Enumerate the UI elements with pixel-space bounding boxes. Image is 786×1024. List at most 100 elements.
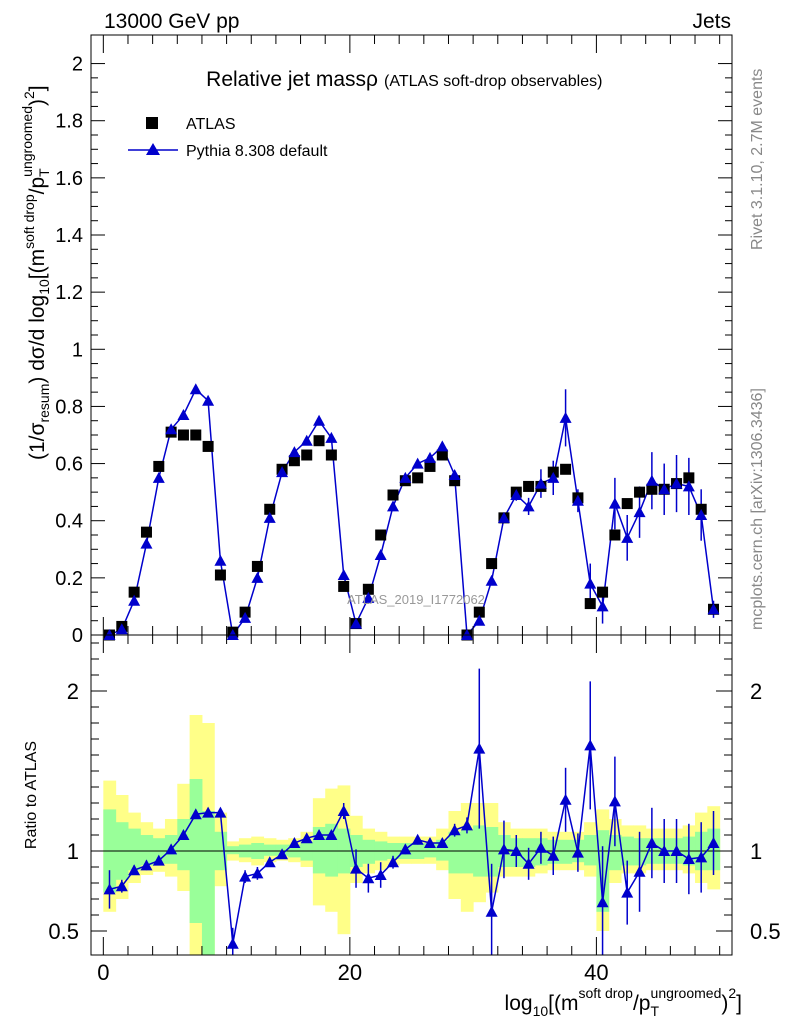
ratio-point bbox=[473, 742, 486, 754]
atlas-point bbox=[609, 529, 621, 541]
atlas-point bbox=[140, 526, 152, 538]
atlas-point bbox=[190, 429, 202, 441]
main-y-tick-label: 1.2 bbox=[55, 282, 83, 304]
ratio-point bbox=[534, 841, 547, 853]
atlas-point bbox=[301, 449, 313, 461]
ratio-point bbox=[226, 937, 239, 949]
pythia-point bbox=[485, 574, 498, 586]
energy-label: 13000 GeV pp bbox=[104, 10, 239, 33]
ratio-green-band bbox=[448, 831, 462, 874]
ratio-point bbox=[387, 856, 400, 868]
atlas-point bbox=[264, 503, 276, 515]
ratio-point bbox=[399, 843, 412, 855]
ratio-point bbox=[288, 837, 301, 848]
atlas-point bbox=[634, 486, 646, 498]
main-y-tick-label: 0 bbox=[72, 625, 83, 647]
atlas-point bbox=[597, 586, 609, 598]
pythia-point bbox=[411, 457, 424, 469]
pythia-point bbox=[423, 451, 436, 463]
atlas-point bbox=[214, 569, 226, 581]
ratio-point bbox=[547, 849, 560, 861]
pythia-point bbox=[399, 471, 412, 483]
ratio-y-tick-label-right: 2 bbox=[750, 679, 762, 704]
atlas-point bbox=[436, 449, 448, 461]
ratio-point bbox=[214, 806, 227, 818]
atlas-point bbox=[560, 463, 572, 475]
pythia-point bbox=[276, 466, 289, 478]
pythia-point bbox=[152, 471, 165, 483]
ratio-point bbox=[337, 805, 350, 816]
ratio-green-band bbox=[362, 839, 376, 864]
ratio-point bbox=[263, 856, 276, 868]
ratio-green-band bbox=[559, 839, 573, 864]
pythia-point bbox=[251, 571, 264, 583]
ratio-point bbox=[313, 829, 326, 840]
ratio-point bbox=[596, 896, 609, 908]
pythia-point bbox=[633, 506, 646, 518]
ratio-panel: 0.5 0.5 1 1 2 2 0 20 40 Ratio to ATLAS log10[(m… bbox=[23, 634, 781, 1019]
atlas-point bbox=[584, 598, 596, 610]
atlas-point bbox=[523, 480, 535, 492]
pythia-point bbox=[534, 477, 547, 489]
pythia-point bbox=[645, 474, 658, 486]
ratio-point bbox=[621, 886, 634, 898]
main-y-tick-label: 1.6 bbox=[55, 168, 83, 190]
atlas-point bbox=[621, 498, 633, 510]
pythia-point bbox=[707, 603, 720, 615]
ratio-point bbox=[239, 870, 252, 882]
ratio-point bbox=[251, 867, 264, 879]
pythia-point bbox=[473, 614, 486, 626]
ratio-point bbox=[202, 806, 215, 818]
ratio-point bbox=[695, 851, 708, 863]
mcplots-label: mcplots.cern.ch [arXiv:1306.3436] bbox=[749, 388, 766, 630]
ratio-y-tick-label-right: 0.5 bbox=[750, 919, 781, 944]
ratio-marks bbox=[103, 668, 720, 955]
atlas-point bbox=[177, 429, 189, 441]
main-y-tick-label: 0.8 bbox=[55, 396, 83, 418]
ratio-green-band bbox=[584, 835, 597, 866]
pythia-point bbox=[670, 477, 683, 489]
ratio-y-tick-label: 0.5 bbox=[48, 919, 79, 944]
pythia-point bbox=[263, 511, 276, 523]
x-tick-label: 40 bbox=[584, 960, 608, 985]
pythia-point bbox=[584, 577, 597, 589]
rivet-label: Rivet 3.1.10, 2.7M events bbox=[749, 69, 766, 250]
pythia-point bbox=[522, 500, 535, 512]
pythia-point bbox=[374, 549, 387, 560]
ratio-point bbox=[571, 846, 584, 858]
ratio-y-tick-label: 1 bbox=[67, 839, 79, 864]
main-marks bbox=[103, 383, 720, 641]
pythia-point bbox=[362, 591, 375, 603]
pythia-point bbox=[559, 411, 572, 423]
pythia-point bbox=[313, 414, 326, 426]
pythia-point bbox=[547, 471, 560, 483]
pythia-point bbox=[115, 623, 128, 635]
pythia-point bbox=[596, 600, 609, 612]
ratio-point bbox=[510, 845, 523, 856]
ratio-point bbox=[300, 832, 313, 844]
pythia-point bbox=[300, 434, 313, 446]
ratio-y-ticks: 0.5 0.5 1 1 2 2 bbox=[48, 642, 781, 944]
main-y-tick-label: 1.4 bbox=[55, 225, 83, 247]
pythia-point bbox=[140, 537, 153, 549]
pythia-point bbox=[325, 431, 338, 443]
ratio-point bbox=[276, 848, 289, 860]
ratio-green-band bbox=[177, 819, 191, 871]
pythia-point bbox=[350, 617, 363, 629]
pythia-line bbox=[109, 388, 715, 637]
legend-atlas-label: ATLAS bbox=[186, 116, 236, 133]
x-tick-label: 20 bbox=[338, 960, 362, 985]
atlas-point bbox=[338, 580, 350, 592]
ratio-point bbox=[128, 864, 141, 876]
atlas-point bbox=[424, 460, 436, 472]
ratio-green-band bbox=[608, 835, 622, 871]
atlas-point bbox=[375, 529, 387, 541]
watermark: ATLAS_2019_I1772062 bbox=[347, 592, 485, 607]
ratio-point bbox=[165, 843, 178, 855]
ratio-point bbox=[522, 857, 535, 869]
main-y-ticks: 0 0.2 0.4 0.6 0.8 1 1.2 1.4 1.6 1.8 2 bbox=[55, 54, 732, 647]
ratio-frame bbox=[90, 634, 733, 956]
ratio-point bbox=[103, 883, 116, 895]
pythia-point bbox=[387, 500, 400, 512]
ratio-point bbox=[645, 837, 658, 848]
